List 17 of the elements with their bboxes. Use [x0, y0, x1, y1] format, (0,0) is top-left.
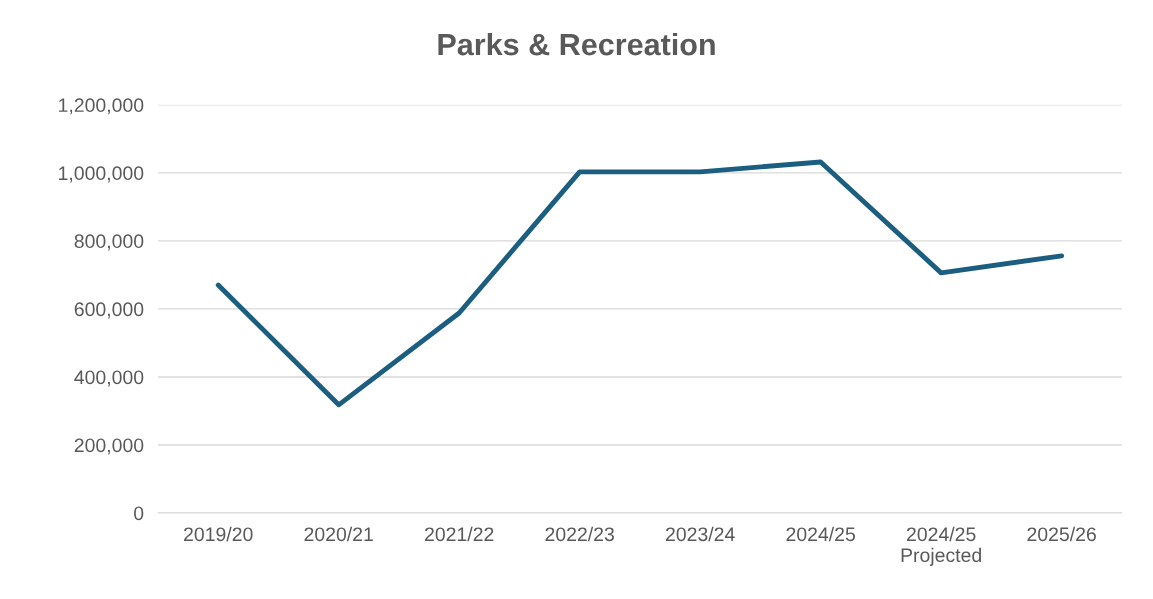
chart-title: Parks & Recreation [438, 32, 715, 56]
y-tick-label: 1,000,000 [59, 166, 144, 183]
y-tick-label: 600,000 [74, 302, 144, 319]
x-tick-label: 2021/22 [425, 526, 494, 542]
x-tick-label: 2025/26 [1027, 526, 1096, 542]
y-tick-label: 800,000 [74, 234, 144, 251]
x-tick-label: 2023/24 [666, 526, 735, 542]
y-tick-label: 0 [134, 506, 144, 521]
x-tick-label: 2020/21 [304, 526, 373, 542]
y-tick-label: 200,000 [74, 438, 144, 455]
x-tick-label: 2024/25 [786, 526, 855, 542]
x-tick-label: 2019/20 [184, 526, 253, 542]
x-tick-label: 2022/23 [545, 526, 614, 542]
y-tick-label: 400,000 [74, 370, 144, 387]
x-tick-label: 2024/25 Projected [901, 526, 981, 566]
line-series [215, 159, 1065, 408]
y-tick-label: 1,200,000 [59, 98, 144, 115]
